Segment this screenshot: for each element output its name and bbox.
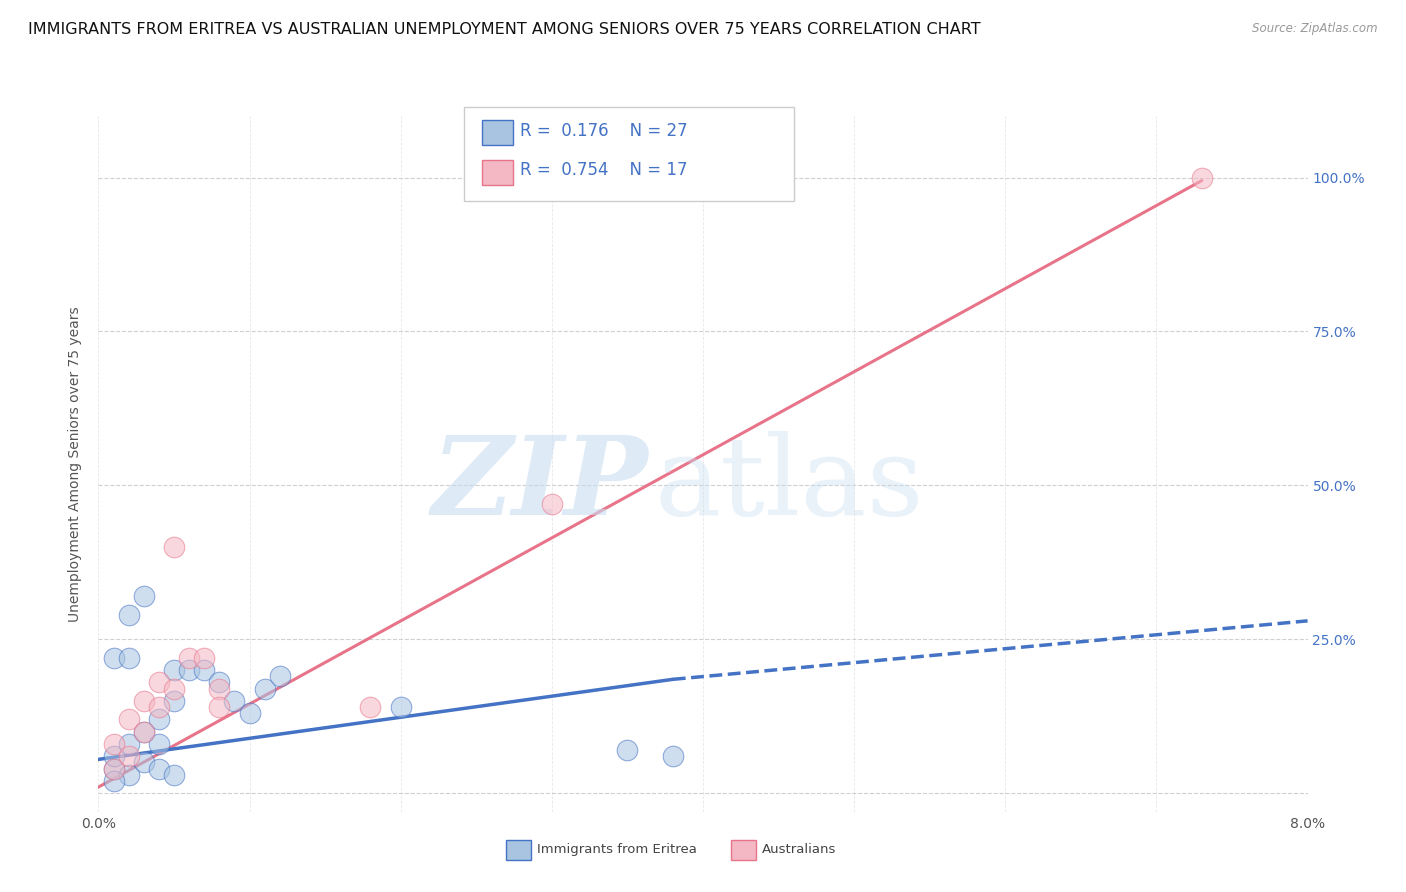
Point	[148, 712, 170, 726]
Point	[103, 737, 125, 751]
Point	[253, 681, 276, 696]
Y-axis label: Unemployment Among Seniors over 75 years: Unemployment Among Seniors over 75 years	[69, 306, 83, 622]
Point	[163, 681, 186, 696]
Point	[224, 694, 246, 708]
Text: ZIP: ZIP	[432, 431, 648, 539]
Point	[208, 700, 231, 714]
Text: R =  0.754    N = 17: R = 0.754 N = 17	[520, 161, 688, 179]
Point	[662, 749, 685, 764]
Text: R =  0.176    N = 27: R = 0.176 N = 27	[520, 122, 688, 140]
Point	[179, 650, 201, 665]
Point	[132, 694, 155, 708]
Text: atlas: atlas	[655, 431, 924, 538]
Point	[118, 737, 141, 751]
Text: Source: ZipAtlas.com: Source: ZipAtlas.com	[1253, 22, 1378, 36]
Point	[163, 694, 186, 708]
Point	[118, 607, 141, 622]
Point	[148, 700, 170, 714]
Point	[208, 675, 231, 690]
Point	[163, 768, 186, 782]
Point	[103, 773, 125, 788]
Point	[132, 756, 155, 770]
Point	[208, 681, 231, 696]
Point	[118, 768, 141, 782]
Text: IMMIGRANTS FROM ERITREA VS AUSTRALIAN UNEMPLOYMENT AMONG SENIORS OVER 75 YEARS C: IMMIGRANTS FROM ERITREA VS AUSTRALIAN UN…	[28, 22, 981, 37]
Point	[193, 650, 215, 665]
Point	[103, 749, 125, 764]
Point	[1191, 170, 1213, 185]
Point	[163, 540, 186, 554]
Point	[132, 724, 155, 739]
Point	[118, 749, 141, 764]
Point	[389, 700, 412, 714]
Point	[163, 663, 186, 677]
Point	[118, 650, 141, 665]
Point	[118, 712, 141, 726]
Point	[193, 663, 215, 677]
Point	[103, 762, 125, 776]
Text: Australians: Australians	[762, 843, 837, 855]
Point	[148, 737, 170, 751]
Point	[269, 669, 291, 683]
Point	[103, 762, 125, 776]
Point	[541, 497, 564, 511]
Point	[132, 589, 155, 603]
Text: Immigrants from Eritrea: Immigrants from Eritrea	[537, 843, 697, 855]
Point	[148, 762, 170, 776]
Point	[103, 650, 125, 665]
Point	[132, 724, 155, 739]
Point	[616, 743, 638, 757]
Point	[179, 663, 201, 677]
Point	[148, 675, 170, 690]
Point	[360, 700, 382, 714]
Point	[239, 706, 262, 721]
